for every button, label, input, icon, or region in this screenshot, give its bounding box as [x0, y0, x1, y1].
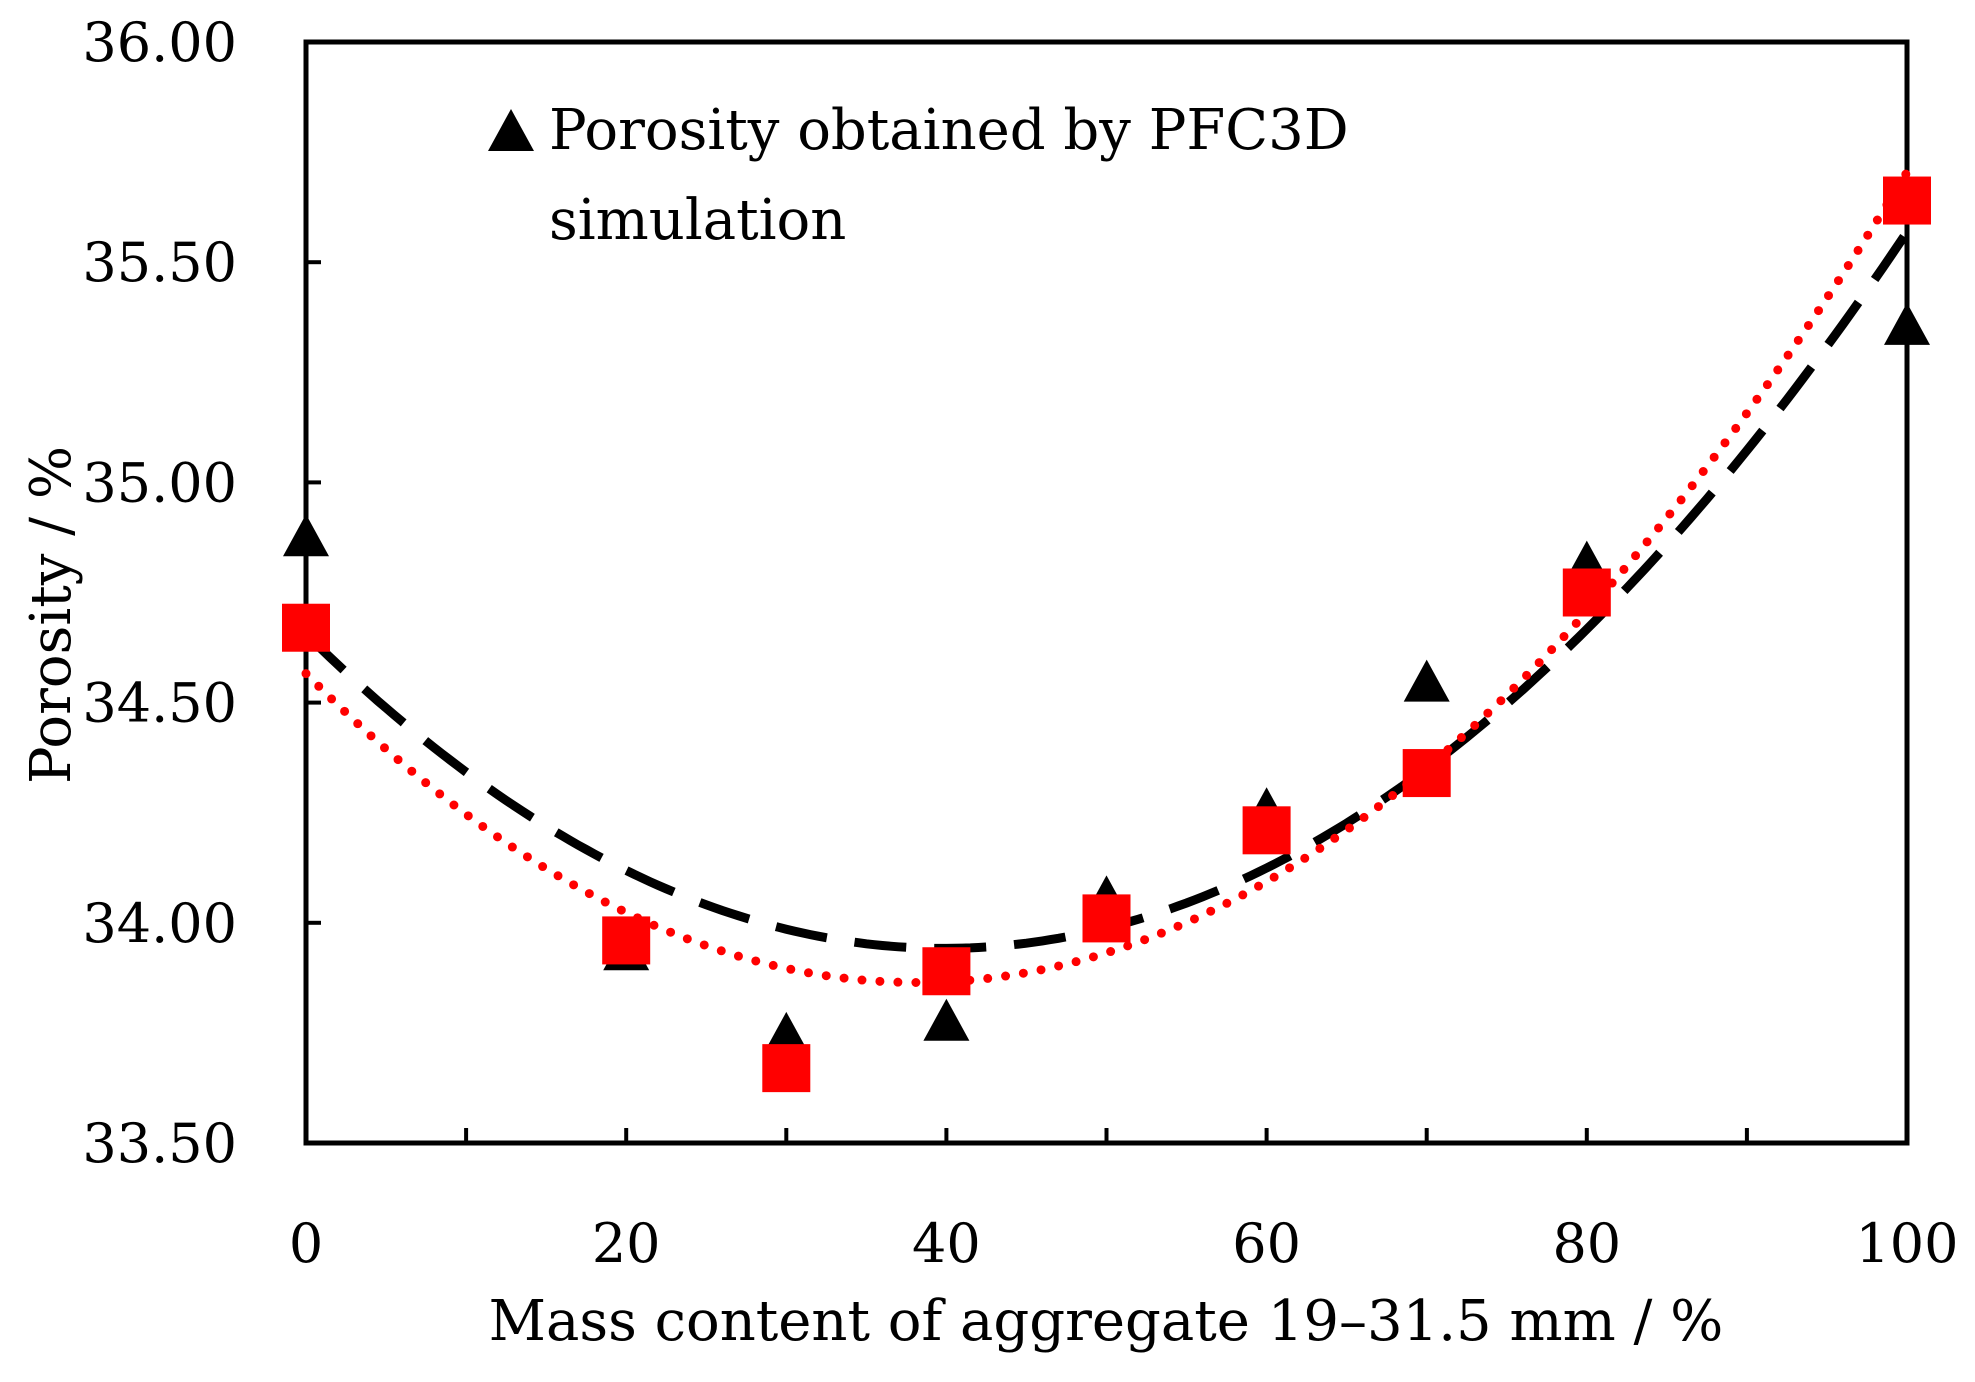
- triangle-marker: [1403, 659, 1450, 702]
- square-marker: [1082, 894, 1131, 943]
- y-tick-label: 36.00: [82, 11, 237, 74]
- square-marker: [1402, 749, 1451, 798]
- x-tick-label: 0: [289, 1212, 323, 1275]
- x-tick-label: 40: [912, 1212, 981, 1275]
- y-tick-label: 34.50: [82, 672, 237, 735]
- y-tick-label: 35.50: [82, 231, 237, 294]
- x-tick-label: 80: [1552, 1212, 1621, 1275]
- legend-triangle-marker: [488, 109, 534, 151]
- triangle-marker: [1884, 302, 1930, 345]
- legend-text-line: Porosity obtained by PFC3D: [549, 98, 1349, 163]
- plot-frame: [303, 39, 1910, 1146]
- square-marker: [1883, 176, 1931, 225]
- x-tick-label: 100: [1855, 1212, 1958, 1275]
- legend-text-line: simulation: [549, 188, 846, 253]
- square-marker: [1242, 806, 1291, 855]
- y-tick-label: 34.00: [82, 892, 237, 955]
- triangle-marker: [763, 1011, 810, 1054]
- y-tick-label: 33.50: [82, 1112, 237, 1175]
- square-marker: [282, 603, 330, 652]
- triangle-marker: [923, 998, 970, 1041]
- trendline-red-dotted: [301, 167, 1912, 987]
- square-marker: [762, 1044, 811, 1093]
- x-axis-label: Mass content of aggregate 19–31.5 mm / %: [489, 1289, 1724, 1354]
- square-marker: [922, 947, 971, 996]
- triangle-marker: [283, 514, 329, 557]
- axes-layer: 33.50 34.00 34.50 35.00 35.50 36.00 0 20 40 60 80 1…: [82, 11, 1958, 1275]
- x-tick-label: 20: [592, 1212, 661, 1275]
- trendline-pfc3d-dashed: [302, 229, 1911, 953]
- y-tick-label: 35.00: [82, 451, 237, 514]
- square-marker: [602, 916, 651, 965]
- x-tick-label: 60: [1232, 1212, 1301, 1275]
- trendlines-layer: [301, 167, 1912, 987]
- markers-layer: [282, 176, 1931, 1093]
- square-marker: [1562, 568, 1611, 617]
- legend: Porosity obtained by PFC3D simulation: [488, 98, 1349, 253]
- y-axis-label: Porosity / %: [19, 446, 84, 784]
